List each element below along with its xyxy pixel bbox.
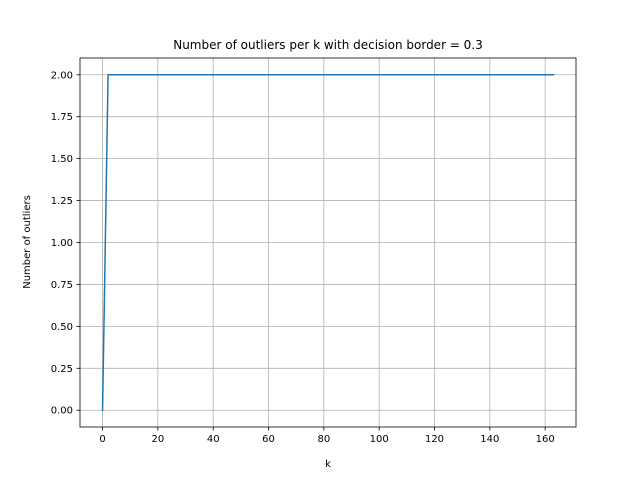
series-layer (101, 74, 555, 411)
x-tick-label: 80 (317, 434, 330, 445)
y-tick-label: 1.25 (51, 196, 73, 207)
y-tick-label: 2.00 (51, 70, 73, 81)
y-tick-label: 0.50 (51, 322, 73, 333)
x-tick-label: 160 (536, 434, 555, 445)
grid (80, 58, 576, 427)
x-tick-label: 20 (152, 434, 165, 445)
x-tick-label: 140 (480, 434, 499, 445)
x-tick-label: 40 (207, 434, 220, 445)
series-line (101, 74, 555, 411)
x-tick-label: 120 (425, 434, 444, 445)
x-tick-label: 100 (370, 434, 389, 445)
y-tick-label: 1.50 (51, 154, 73, 165)
x-axis-ticks: 0 20 40 60 80 100 120 140 160 (99, 427, 555, 445)
y-tick-label: 1.75 (51, 112, 73, 123)
x-tick-label: 60 (262, 434, 275, 445)
y-axis-ticks: 0.00 0.25 0.50 0.75 1.00 1.25 1.50 1.75 2.00 (51, 70, 80, 417)
x-tick-label: 0 (99, 434, 105, 445)
x-axis-label: k (325, 459, 331, 470)
chart-title: Number of outliers per k with decision b… (173, 38, 483, 52)
y-tick-label: 0.75 (51, 280, 73, 291)
y-tick-label: 0.25 (51, 364, 73, 375)
y-tick-label: 0.00 (51, 406, 73, 417)
y-axis-label: Number of outliers (22, 195, 33, 289)
y-tick-label: 1.00 (51, 238, 73, 249)
